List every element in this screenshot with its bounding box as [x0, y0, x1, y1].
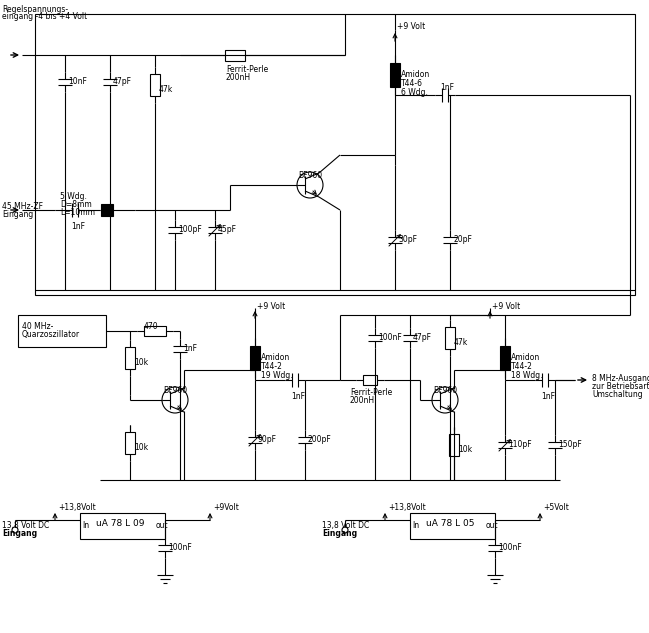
Bar	[125, 432, 135, 454]
Text: out: out	[486, 521, 498, 530]
Text: 13,8 Volt DC: 13,8 Volt DC	[2, 521, 49, 530]
Text: 10k: 10k	[134, 443, 148, 452]
Text: 6 Wdg.: 6 Wdg.	[401, 88, 428, 97]
Text: 100nF: 100nF	[378, 333, 402, 342]
Text: 200nH: 200nH	[350, 396, 375, 405]
Text: eingang -4 bis +4 Volt: eingang -4 bis +4 Volt	[2, 12, 87, 21]
Bar	[125, 347, 135, 369]
Text: BF960: BF960	[433, 386, 457, 395]
Text: 1nF: 1nF	[71, 222, 85, 231]
Text: 8 MHz-Ausgang: 8 MHz-Ausgang	[592, 374, 649, 383]
Text: Umschaltung: Umschaltung	[592, 390, 643, 399]
Bar	[80, 513, 165, 539]
Bar	[363, 375, 377, 385]
Text: 1nF: 1nF	[183, 344, 197, 353]
Text: T44-6: T44-6	[401, 79, 423, 88]
Text: 1nF: 1nF	[440, 83, 454, 92]
Text: 10k: 10k	[134, 358, 148, 367]
Text: Ferrit-Perle: Ferrit-Perle	[226, 65, 268, 74]
Text: +9 Volt: +9 Volt	[397, 22, 425, 31]
Text: +9Volt: +9Volt	[213, 503, 239, 512]
Text: +13,8Volt: +13,8Volt	[388, 503, 426, 512]
Bar	[18, 315, 106, 347]
Text: T44-2: T44-2	[511, 362, 533, 371]
Text: 47pF: 47pF	[113, 77, 132, 86]
Text: out: out	[156, 521, 169, 530]
Text: Amidon: Amidon	[401, 70, 430, 79]
Text: Regelspannungs-: Regelspannungs-	[2, 5, 68, 14]
Text: Quarzoszillator: Quarzoszillator	[22, 330, 80, 339]
Text: D=8mm: D=8mm	[60, 200, 92, 209]
Bar	[101, 204, 113, 216]
Text: 200pF: 200pF	[308, 435, 332, 444]
Text: uA 78 L 05: uA 78 L 05	[426, 519, 474, 528]
Text: 18 Wdg.: 18 Wdg.	[511, 371, 543, 380]
Text: BF960: BF960	[298, 171, 322, 180]
Text: 20pF: 20pF	[453, 235, 472, 244]
Text: 100pF: 100pF	[178, 225, 202, 234]
Text: +9 Volt: +9 Volt	[492, 302, 520, 311]
Text: zur Betriebsart-: zur Betriebsart-	[592, 382, 649, 391]
Text: 470: 470	[144, 322, 158, 331]
Bar	[250, 346, 260, 370]
Bar	[144, 326, 166, 336]
Text: 10k: 10k	[458, 445, 472, 454]
Text: 19 Wdg.: 19 Wdg.	[261, 371, 293, 380]
Bar	[150, 74, 160, 96]
Text: In: In	[82, 521, 89, 530]
Text: 1nF: 1nF	[291, 392, 305, 401]
Bar	[225, 50, 245, 61]
Text: 10nF: 10nF	[68, 77, 87, 86]
Text: +9 Volt: +9 Volt	[257, 302, 286, 311]
Text: 47k: 47k	[159, 85, 173, 94]
Text: L=10mm: L=10mm	[60, 208, 95, 217]
Text: Amidon: Amidon	[511, 353, 540, 362]
Text: Amidon: Amidon	[261, 353, 290, 362]
Text: BF960: BF960	[163, 386, 187, 395]
Text: 150pF: 150pF	[558, 440, 582, 449]
Text: Eingang: Eingang	[2, 529, 37, 538]
Text: 90pF: 90pF	[258, 435, 277, 444]
Text: Eingang: Eingang	[322, 529, 357, 538]
Text: 47pF: 47pF	[413, 333, 432, 342]
Text: Ferrit-Perle: Ferrit-Perle	[350, 388, 392, 397]
Text: 200nH: 200nH	[226, 73, 251, 82]
Text: 45pF: 45pF	[218, 225, 237, 234]
Bar	[410, 513, 495, 539]
Text: Eingang: Eingang	[2, 210, 33, 219]
Text: In: In	[412, 521, 419, 530]
Bar	[445, 327, 455, 349]
Bar	[500, 346, 510, 370]
Text: 30pF: 30pF	[398, 235, 417, 244]
Text: uA 78 L 09: uA 78 L 09	[96, 519, 145, 528]
Text: 100nF: 100nF	[498, 543, 522, 552]
Text: 110pF: 110pF	[508, 440, 532, 449]
Text: T44-2: T44-2	[261, 362, 283, 371]
Text: 13,8 Volt DC: 13,8 Volt DC	[322, 521, 369, 530]
Text: 100nF: 100nF	[168, 543, 191, 552]
Text: 40 MHz-: 40 MHz-	[22, 322, 53, 331]
Text: 47k: 47k	[454, 338, 468, 347]
Bar	[390, 63, 400, 87]
Text: 45 MHz-ZF: 45 MHz-ZF	[2, 202, 43, 211]
Text: +5Volt: +5Volt	[543, 503, 569, 512]
Bar	[449, 434, 459, 456]
Bar	[35, 14, 635, 295]
Text: +13,8Volt: +13,8Volt	[58, 503, 96, 512]
Text: 1nF: 1nF	[541, 392, 555, 401]
Text: 5 Wdg.: 5 Wdg.	[60, 192, 87, 201]
